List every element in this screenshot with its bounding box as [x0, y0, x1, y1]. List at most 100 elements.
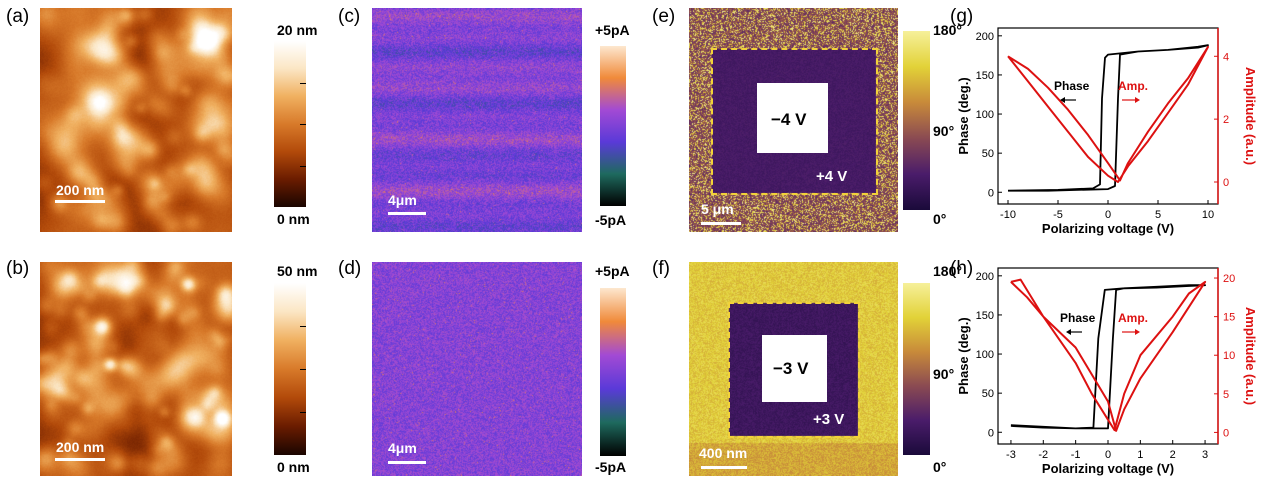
inner-poled-square-f: [762, 335, 827, 402]
amplitude-loop: [1010, 278, 1207, 432]
hysteresis-chart-h: -3 -2 -1 0 1 2 3 0 50 100 150 200 0 5 10 15 20 Polarizing…: [956, 267, 1258, 476]
colorbar-max-e: 180°: [933, 22, 962, 38]
y2-axis-label: Amplitude (a.u.): [1243, 307, 1258, 405]
colorbar-mid-f: 90°: [933, 366, 955, 382]
y2-tick-label: 0: [1223, 177, 1229, 189]
amplitude-annotation: Amp.: [1118, 311, 1148, 325]
colorbar-max-a: 20 nm: [277, 22, 318, 38]
inner-poled-square-e: [757, 83, 828, 153]
afm-topography-image-a: 200 nm: [40, 8, 232, 232]
phase-arrowhead: [1060, 97, 1065, 103]
colorbar-tick-a: [300, 82, 306, 84]
scale-label-e: 5 μm: [701, 201, 734, 217]
colorbar-tick-b: [300, 412, 306, 413]
pfm-phase-image-f: −3 V +3 V 400 nm: [689, 262, 898, 476]
scale-bar-c: [388, 212, 426, 215]
phase-loop: [1007, 44, 1209, 192]
y-tick-label: 100: [976, 349, 994, 361]
y-axis-label: Phase (deg.): [956, 77, 971, 154]
amplitude-arrowhead: [1135, 329, 1140, 335]
panel-label-e: (e): [652, 6, 676, 27]
y-tick-label: 150: [976, 310, 994, 322]
amplitude-loop: [1007, 45, 1209, 183]
y-tick-label: 200: [976, 31, 994, 43]
x-axis-label: Polarizing voltage (V): [1042, 461, 1174, 476]
y-tick-label: 150: [976, 70, 994, 82]
colorbar-min-a: 0 nm: [277, 211, 310, 227]
scale-label-f: 400 nm: [699, 445, 748, 461]
colorbar-min-c: -5pA: [595, 212, 627, 228]
scale-label-c: 4μm: [388, 192, 417, 208]
y-tick-label: 100: [976, 109, 994, 121]
x-tick-label: -5: [1053, 209, 1063, 221]
current-map-image-c: 4μm: [372, 8, 582, 232]
colorbar-min-f: 0°: [933, 459, 947, 475]
phase-annotation: Phase: [1054, 79, 1090, 93]
colorbar-max-b: 50 nm: [277, 263, 318, 279]
colorbar-f: [903, 283, 930, 455]
scale-bar-f: [701, 466, 747, 469]
panel-label-d: (d): [338, 258, 362, 279]
amplitude-arrowhead: [1135, 97, 1140, 103]
colorbar-min-b: 0 nm: [277, 459, 310, 475]
amplitude-annotation: Amp.: [1118, 79, 1148, 93]
scale-label-a: 200 nm: [56, 182, 105, 198]
inner-voltage-label-e: −4 V: [771, 110, 807, 129]
scale-label-b: 200 nm: [56, 439, 105, 455]
colorbar-max-f: 180°: [933, 263, 962, 279]
x-tick-label: 10: [1202, 209, 1214, 221]
x-tick-label: 0: [1105, 209, 1111, 221]
y-axis-label: Phase (deg.): [956, 317, 971, 394]
x-tick-label: 5: [1155, 209, 1161, 221]
colorbar-max-c: +5pA: [595, 22, 630, 38]
scale-bar-a: [55, 200, 105, 203]
colorbar-min-d: -5pA: [595, 459, 627, 475]
scale-label-d: 4μm: [388, 440, 417, 456]
dashed-box-e: [711, 48, 878, 195]
panel-label-a: (a): [6, 6, 30, 27]
x-tick-label: 1: [1137, 449, 1143, 461]
panel-label-b: (b): [6, 258, 30, 279]
phase-annotation: Phase: [1060, 311, 1096, 325]
y2-tick-label: 4: [1223, 51, 1229, 63]
inner-voltage-label-f: −3 V: [773, 359, 809, 378]
colorbar-e: [903, 31, 930, 210]
colorbar-tick-b: [300, 369, 306, 370]
colorbar-tick-b: [300, 326, 306, 327]
x-tick-label: -3: [1006, 449, 1016, 461]
x-tick-label: 0: [1105, 449, 1111, 461]
x-tick-label: 3: [1202, 449, 1208, 461]
colorbar-tick-a: [300, 124, 306, 125]
y-tick-label: 200: [976, 271, 994, 283]
x-tick-label: 2: [1170, 449, 1176, 461]
dashed-box-f: [728, 302, 860, 438]
current-map-image-d: 4μm: [372, 262, 582, 476]
colorbar-c: [600, 46, 626, 206]
y2-tick-label: 0: [1223, 427, 1229, 439]
phase-loop: [1010, 284, 1207, 430]
x-tick-label: -10: [1000, 209, 1016, 221]
scale-bar-d: [388, 461, 426, 464]
y2-tick-label: 2: [1223, 114, 1229, 126]
afm-canvas-b: [40, 262, 232, 476]
panel-label-h: (h): [950, 258, 974, 279]
scale-bar-e: [701, 222, 741, 225]
colorbar-tick-a: [300, 165, 306, 167]
current-canvas-d: [372, 262, 582, 476]
phase-arrowhead: [1066, 329, 1071, 335]
afm-topography-image-b: 200 nm: [40, 262, 232, 476]
scale-bar-b: [55, 458, 105, 461]
panel-label-g: (g): [950, 6, 974, 27]
current-canvas-c: [372, 8, 582, 232]
y2-tick-label: 5: [1223, 389, 1229, 401]
y2-axis-label: Amplitude (a.u.): [1243, 67, 1258, 165]
colorbar-min-e: 0°: [933, 211, 947, 227]
x-axis-label: Polarizing voltage (V): [1042, 221, 1174, 236]
y2-tick-label: 20: [1223, 273, 1235, 285]
outer-voltage-label-e: +4 V: [816, 168, 848, 185]
colorbar-mid-e: 90°: [933, 123, 955, 139]
x-tick-label: -2: [1038, 449, 1048, 461]
y2-tick-label: 15: [1223, 312, 1235, 324]
colorbar-max-d: +5pA: [595, 263, 630, 279]
